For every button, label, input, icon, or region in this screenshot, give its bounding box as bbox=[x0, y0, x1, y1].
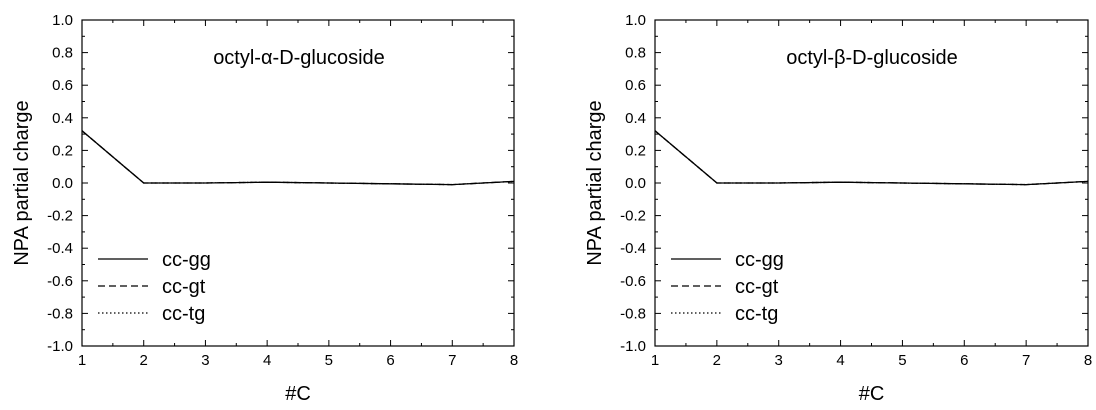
x-tick-label: 5 bbox=[325, 352, 333, 369]
x-tick-label: 2 bbox=[713, 352, 721, 369]
y-tick-label: -0.6 bbox=[620, 273, 646, 290]
y-tick-label: 0.8 bbox=[52, 45, 73, 62]
series-line-cc-tg bbox=[654, 130, 1089, 186]
x-axis-label: #C bbox=[859, 383, 885, 405]
y-tick-label: -1.0 bbox=[620, 338, 646, 355]
y-axis-label: NPA partial charge bbox=[11, 100, 33, 265]
y-tick-label: -0.4 bbox=[47, 240, 73, 257]
legend-label-cc-gt: cc-gt bbox=[735, 276, 779, 298]
series-line-cc-tg bbox=[81, 130, 515, 186]
y-tick-label: 0.2 bbox=[625, 142, 646, 159]
x-tick-label: 2 bbox=[140, 352, 148, 369]
y-tick-label: -0.8 bbox=[620, 305, 646, 322]
y-tick-label: 1.0 bbox=[52, 12, 73, 29]
series-line-cc-gg bbox=[654, 130, 1089, 186]
chart-panel-beta: 1 2 3 4 5 6 7 8 -1.0 -0.8 -0.6 -0.4 -0.2 0.0 0.2 0.4 0.6… bbox=[584, 12, 1092, 405]
y-tick-label: 0.4 bbox=[625, 110, 646, 127]
series-line-cc-gt bbox=[81, 130, 515, 186]
x-tick-label: 3 bbox=[201, 352, 209, 369]
y-tick-label: 0.2 bbox=[52, 142, 73, 159]
x-tick-label: 6 bbox=[960, 352, 968, 369]
series-line-cc-gg bbox=[81, 130, 515, 186]
chart-panel-alpha: 1 2 3 4 5 6 7 8 -1.0 -0.8 -0.6 -0.4 -0.2 0.0 0.2 0.4 0.6… bbox=[11, 12, 518, 405]
x-tick-label: 7 bbox=[448, 352, 456, 369]
x-tick-label: 4 bbox=[263, 352, 271, 369]
x-axis-label: #C bbox=[285, 383, 311, 405]
x-tick-label: 1 bbox=[78, 352, 86, 369]
y-tick-label: -0.4 bbox=[620, 240, 646, 257]
y-tick-label: 0.0 bbox=[52, 175, 73, 192]
chart-title: octyl-α-D-glucoside bbox=[213, 47, 385, 69]
legend-label-cc-gg: cc-gg bbox=[162, 249, 211, 271]
x-tick-label: 4 bbox=[836, 352, 844, 369]
y-tick-label: -1.0 bbox=[47, 338, 73, 355]
chart-title: octyl-β-D-glucoside bbox=[786, 47, 958, 69]
y-tick-label: 0.0 bbox=[625, 175, 646, 192]
y-tick-label: 0.4 bbox=[52, 110, 73, 127]
x-tick-label: 1 bbox=[651, 352, 659, 369]
y-tick-label: 0.6 bbox=[52, 77, 73, 94]
y-tick-label: 0.8 bbox=[625, 45, 646, 62]
x-tick-label: 3 bbox=[775, 352, 783, 369]
x-tick-label: 7 bbox=[1022, 352, 1030, 369]
series-line-cc-gt bbox=[654, 130, 1089, 186]
y-tick-label: 0.6 bbox=[625, 77, 646, 94]
legend-label-cc-gt: cc-gt bbox=[162, 276, 206, 298]
x-tick-label: 8 bbox=[510, 352, 518, 369]
y-tick-label: -0.2 bbox=[620, 208, 646, 225]
y-axis-label: NPA partial charge bbox=[584, 100, 606, 265]
y-tick-label: 1.0 bbox=[625, 12, 646, 29]
legend-label-cc-gg: cc-gg bbox=[735, 249, 784, 271]
y-tick-label: -0.8 bbox=[47, 305, 73, 322]
y-tick-label: -0.2 bbox=[47, 208, 73, 225]
legend-label-cc-tg: cc-tg bbox=[162, 303, 205, 325]
legend-label-cc-tg: cc-tg bbox=[735, 303, 778, 325]
x-tick-label: 8 bbox=[1084, 352, 1092, 369]
y-tick-label: -0.6 bbox=[47, 273, 73, 290]
x-tick-label: 6 bbox=[386, 352, 394, 369]
x-tick-label: 5 bbox=[898, 352, 906, 369]
